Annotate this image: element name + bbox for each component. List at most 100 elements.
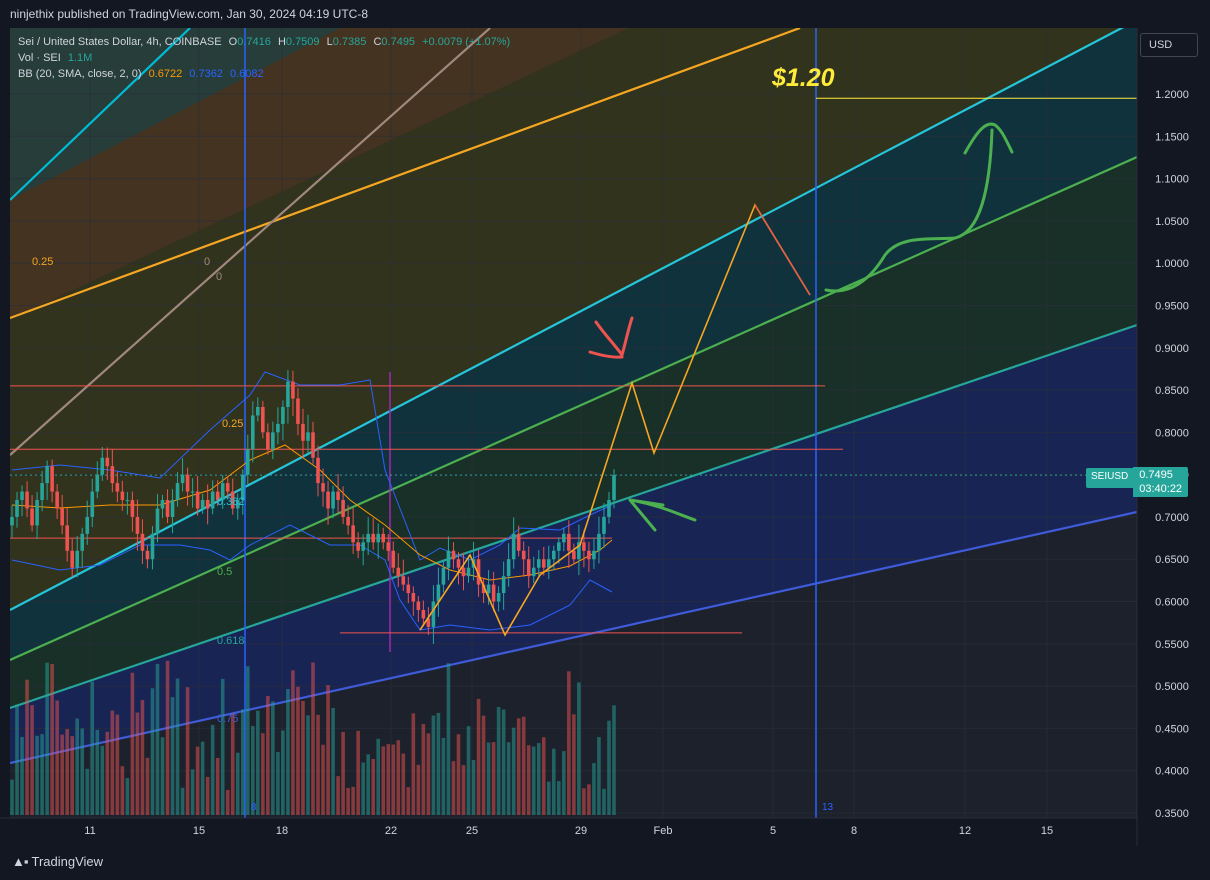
volume-bar	[597, 737, 601, 815]
candle-body	[411, 593, 416, 602]
volume-bar	[291, 670, 295, 815]
last-price-tag: SEIUSD 0.7495 03:40:22	[1086, 467, 1189, 497]
candle-body	[336, 491, 340, 501]
volume-bar	[486, 742, 491, 815]
fib-level-label: 0.618	[217, 635, 245, 647]
candle-body	[90, 491, 95, 517]
volume-bar	[592, 763, 596, 815]
candle-body	[155, 508, 160, 534]
volume-bar	[326, 685, 330, 815]
volume-bar	[572, 714, 576, 815]
tradingview-logo[interactable]: ▲▪ TradingView	[12, 854, 103, 869]
legend-open: 0.7416	[237, 36, 271, 48]
chart-canvas[interactable]: 0.25 00 0.25 0.382 0.5 0.618 0.75 8 13 1.2000 1.1…	[0, 0, 1210, 846]
volume-bar	[125, 778, 130, 815]
volume-bar	[411, 713, 416, 815]
candle-body	[266, 432, 270, 450]
candle-body	[215, 491, 220, 501]
price-axis-label: 0.9500	[1155, 300, 1189, 312]
volume-bar	[40, 734, 44, 815]
volume-bar	[531, 746, 536, 815]
legend-volume-value: 1.1M	[67, 52, 93, 64]
candle-body	[521, 550, 526, 560]
target-annotation: $1.20	[772, 64, 835, 92]
volume-bar	[391, 744, 396, 815]
candle-body	[552, 550, 556, 560]
candle-body	[235, 500, 240, 509]
volume-bar	[170, 697, 175, 815]
candle-body	[516, 533, 521, 551]
legend-volume-row[interactable]: Vol · SEI 1.1M	[18, 50, 514, 66]
candle-body	[190, 491, 195, 493]
price-axis-label: 0.6500	[1155, 554, 1189, 566]
volume-bar	[271, 701, 275, 815]
time-axis-label: 25	[466, 825, 478, 837]
candle-body	[20, 491, 24, 501]
price-axis[interactable]: 1.2000 1.1500 1.1000 1.0500 1.0000 0.9500 0.90…	[1155, 89, 1189, 820]
candle-body	[511, 533, 516, 560]
candle-body	[306, 432, 310, 441]
publisher-line: ninjethix published on TradingView.com, …	[10, 7, 369, 21]
price-tag-values: 0.7495 03:40:22	[1133, 467, 1189, 497]
volume-bar	[311, 662, 315, 815]
currency-button[interactable]: USD	[1140, 33, 1198, 57]
volume-bar	[612, 705, 616, 815]
candle-body	[371, 533, 375, 543]
volume-bar	[70, 736, 74, 815]
legend-low: 0.7385	[332, 36, 367, 48]
volume-bar	[140, 700, 145, 815]
candle-body	[10, 516, 14, 526]
chart-legend[interactable]: Sei / United States Dollar, 4h, COINBASE…	[18, 34, 514, 82]
price-axis-label: 1.2000	[1155, 89, 1189, 101]
price-axis-label: 0.8500	[1155, 385, 1189, 397]
pullback-line	[754, 204, 811, 296]
legend-volume-label[interactable]: Vol · SEI	[18, 52, 61, 64]
volume-bar	[251, 725, 255, 815]
volume-bar	[210, 724, 215, 815]
legend-symbol[interactable]: Sei / United States Dollar, 4h, COINBASE	[18, 36, 222, 48]
candle-body	[536, 559, 541, 568]
candle-body	[582, 542, 586, 551]
time-axis[interactable]: 11 15 18 22 25 29 Feb 5 8 12 15	[84, 825, 1053, 837]
volume-bar	[501, 709, 506, 815]
candle-body	[436, 584, 441, 602]
bearish-arrow	[588, 316, 634, 359]
candle-body	[95, 474, 100, 492]
time-axis-label: 29	[575, 825, 587, 837]
price-axis-label: 0.5500	[1155, 639, 1189, 651]
volume-bar	[481, 715, 486, 815]
candle-body	[396, 567, 401, 577]
candle-body	[195, 491, 200, 509]
candle-body	[416, 601, 421, 610]
candle-body	[441, 567, 446, 585]
projection-path	[419, 203, 811, 637]
volume-bar	[461, 765, 466, 815]
volume-bar	[225, 789, 230, 815]
legend-change: +0.0079 (+1.07%)	[422, 36, 511, 48]
volume-bar	[356, 730, 360, 815]
legend-symbol-row[interactable]: Sei / United States Dollar, 4h, COINBASE…	[18, 34, 514, 50]
candle-body	[240, 474, 245, 501]
price-tag-countdown: 03:40:22	[1139, 483, 1183, 495]
legend-bb-label[interactable]: BB (20, SMA, close, 2, 0)	[18, 68, 142, 80]
candle-body	[251, 415, 255, 450]
legend-bb-row[interactable]: BB (20, SMA, close, 2, 0) 0.6722 0.7362 …	[18, 66, 514, 82]
candle-body	[376, 533, 381, 543]
volume-bar	[115, 714, 120, 815]
volume-bar	[35, 735, 39, 815]
candle-body	[276, 423, 280, 433]
fib-level-label: 0	[204, 256, 210, 268]
bb-lower-band	[11, 524, 613, 631]
price-axis-label: 0.8000	[1155, 427, 1189, 439]
candle-body	[431, 601, 436, 627]
price-tag-symbol: SEIUSD	[1086, 468, 1134, 488]
candle-body	[15, 500, 19, 517]
volume-bar	[341, 731, 345, 815]
user-drawings	[419, 122, 1014, 637]
volume-bar	[175, 678, 180, 815]
candle-body	[145, 550, 150, 560]
fib-level-label: 0.25	[222, 418, 243, 430]
candle-body	[175, 483, 180, 501]
volume-bar	[105, 731, 110, 815]
candle-body	[170, 500, 175, 517]
